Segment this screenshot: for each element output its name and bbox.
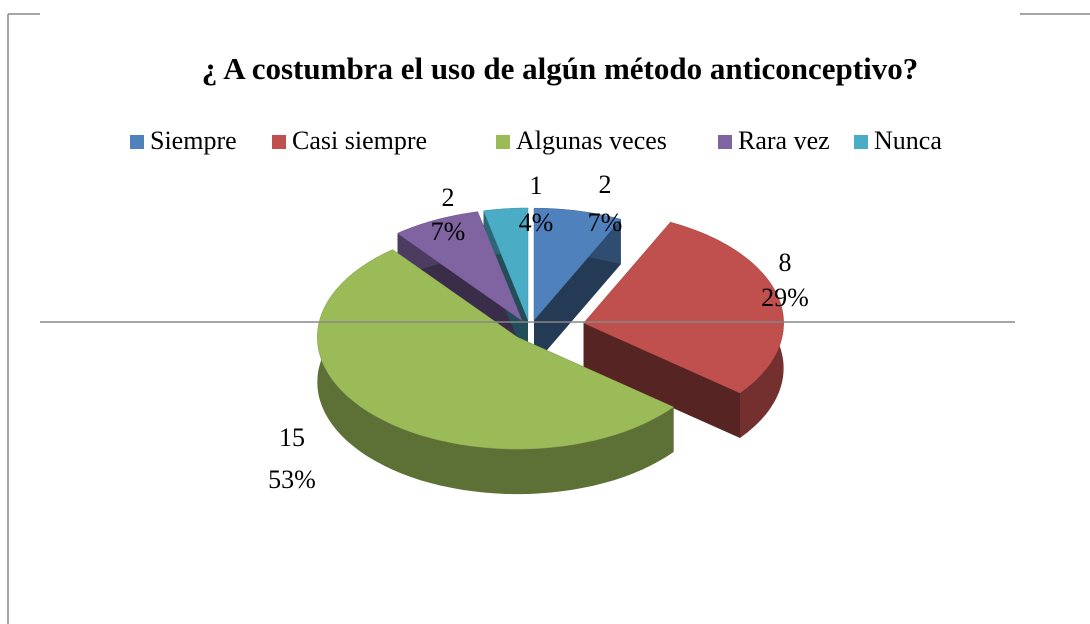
legend-swatch xyxy=(496,135,510,149)
data-label-value: 1 xyxy=(530,171,543,200)
legend-swatch xyxy=(854,135,868,149)
pie-slice xyxy=(317,249,675,450)
legend-swatch xyxy=(718,135,732,149)
pie-slice xyxy=(583,221,784,394)
data-label-percent: 7% xyxy=(431,217,466,246)
pie-side xyxy=(317,249,674,495)
legend-label: Casi siempre xyxy=(292,126,427,155)
legend-swatch xyxy=(130,135,144,149)
pie-slice xyxy=(483,207,529,321)
chart-title: ¿ A costumbra el uso de algún método ant… xyxy=(202,51,918,86)
legend-label: Nunca xyxy=(874,126,942,155)
legend-swatch xyxy=(272,135,286,149)
data-label-percent: 29% xyxy=(761,283,809,312)
legend-label: Rara vez xyxy=(738,126,830,155)
pie-slice xyxy=(533,207,622,321)
data-label-value: 2 xyxy=(599,170,612,199)
data-label-percent: 7% xyxy=(588,208,623,237)
legend-label: Siempre xyxy=(150,126,237,155)
data-label-value: 15 xyxy=(279,423,305,452)
data-label-value: 2 xyxy=(442,183,455,212)
pie-tops xyxy=(317,207,784,450)
data-label-percent: 53% xyxy=(268,465,316,494)
legend: Siempre Casi siempre Algunas veces Rara vez… xyxy=(130,126,942,155)
legend-label: Algunas veces xyxy=(516,126,667,155)
pie-cut-face xyxy=(583,323,740,438)
data-labels: 2 7% 8 29% 15 53% 2 7% 1 4% xyxy=(268,170,809,494)
data-label-percent: 4% xyxy=(519,208,554,237)
data-label-value: 8 xyxy=(779,248,792,277)
pie-slice xyxy=(397,211,523,322)
